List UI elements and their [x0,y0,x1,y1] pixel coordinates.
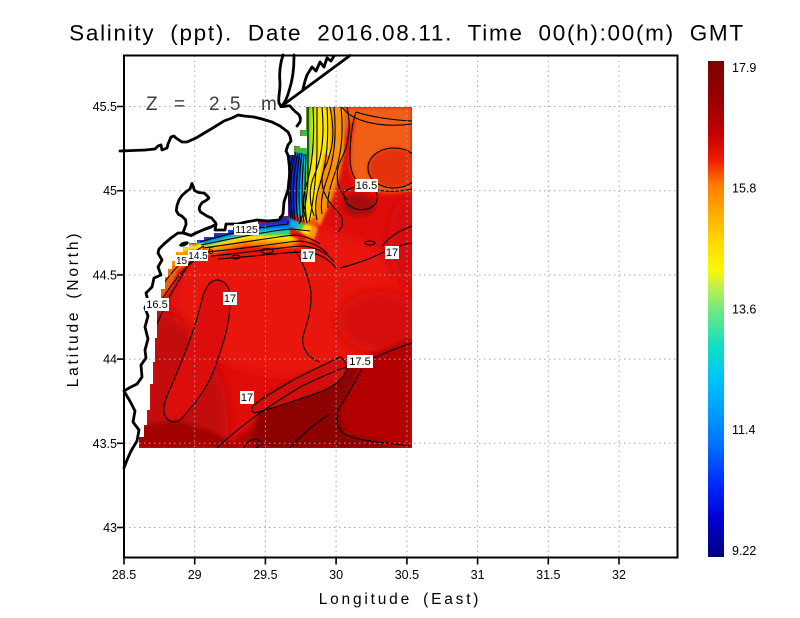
svg-text:31: 31 [471,568,485,582]
svg-text:31.5: 31.5 [536,568,560,582]
svg-text:17: 17 [386,247,398,259]
svg-text:44.5: 44.5 [93,268,117,282]
svg-text:32: 32 [612,568,626,582]
svg-text:17: 17 [302,250,314,262]
svg-text:17: 17 [241,392,253,404]
svg-text:Longitude (East): Longitude (East) [319,591,482,608]
svg-text:44: 44 [103,353,117,367]
svg-text:9.22: 9.22 [732,544,756,558]
svg-text:16.5: 16.5 [356,180,377,192]
svg-text:45.5: 45.5 [93,100,117,114]
svg-text:Salinity (ppt). Date 2016.08.1: Salinity (ppt). Date 2016.08.11. Time 00… [69,21,745,46]
svg-text:Z=2.5m: Z = 2.5 m [146,94,277,115]
svg-text:29.5: 29.5 [253,568,277,582]
svg-text:17: 17 [224,293,236,305]
svg-text:15.8: 15.8 [732,182,756,196]
svg-text:29: 29 [188,568,202,582]
svg-text:43: 43 [103,521,117,535]
svg-text:Latitude (North): Latitude (North) [65,231,82,388]
svg-text:15: 15 [176,256,188,267]
svg-text:16.5: 16.5 [146,299,167,311]
svg-text:17.9: 17.9 [732,61,756,75]
svg-text:11.4: 11.4 [732,423,755,437]
svg-text:30.5: 30.5 [395,568,419,582]
svg-text:1125: 1125 [235,224,258,236]
svg-text:17.5: 17.5 [349,356,370,368]
svg-text:13.6: 13.6 [732,302,756,316]
svg-text:5: 5 [208,246,214,257]
svg-text:43.5: 43.5 [93,437,117,451]
svg-text:30: 30 [329,568,343,582]
svg-text:45: 45 [103,184,117,198]
svg-text:14.5: 14.5 [188,251,208,262]
svg-text:28.5: 28.5 [112,568,136,582]
